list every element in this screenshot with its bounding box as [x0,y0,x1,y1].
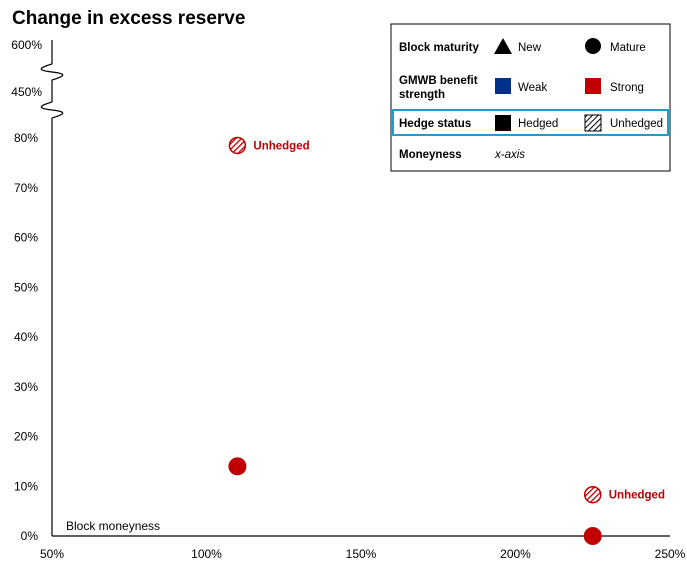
x-tick-label: 150% [346,547,377,561]
x-tick-label: 100% [191,547,222,561]
y-tick-label: 50% [14,280,38,294]
x-tick-labels: 50% 100% 150% 200% 250% [40,547,686,561]
legend-box [390,23,671,172]
legend-moneyness-header: Moneyness [399,149,462,161]
legend-strong-label: Strong [610,82,644,94]
legend: Block maturity New Mature GMWB benefit s… [390,23,671,172]
y-break-tick-label: 450% [11,85,42,99]
x-tick-label: 200% [500,547,531,561]
legend-unhedged-label: Unhedged [610,118,663,130]
y-tick-label: 70% [14,181,38,195]
data-points [228,136,602,545]
hatched-square-icon [584,114,602,132]
legend-maturity-header: Block maturity [399,42,479,54]
black-square-icon [495,115,511,131]
data-point-unhedged [228,136,247,155]
y-tick-label: 30% [14,380,38,394]
legend-new-label: New [518,42,542,54]
data-point-hedged [583,527,602,545]
y-tick-labels: 0% 10% 20% 30% 40% 50% 60% 70% 80% [14,131,38,543]
legend-hedge-header: Hedge status [399,118,471,130]
x-tick-label: 250% [655,547,686,561]
legend-weak-label: Weak [518,82,547,94]
x-axis-label: Block moneyness [66,519,160,533]
y-axis-break-upper [40,63,64,81]
legend-strength-header-line1: GMWB benefit [399,75,478,87]
red-square-icon [585,78,601,94]
point-annotation: Unhedged [253,140,309,152]
x-tick-label: 50% [40,547,64,561]
data-point-hedged [228,457,247,476]
y-axis-break-lower [40,101,64,119]
y-break-tick-labels: 450% 600% [11,38,42,99]
data-point-unhedged [584,485,602,504]
y-tick-label: 10% [14,479,38,493]
y-tick-label: 20% [14,430,38,444]
chart-title: Change in excess reserve [12,8,246,29]
legend-mature-label: Mature [610,42,646,54]
point-annotations: Unhedged Unhedged [253,140,665,501]
triangle-icon [494,38,512,54]
y-break-tick-label: 600% [11,38,42,52]
circle-icon [585,38,601,54]
legend-strength-header-line2: strength [399,89,445,101]
y-tick-label: 0% [21,529,39,543]
y-tick-label: 80% [14,131,38,145]
point-annotation: Unhedged [609,490,665,502]
blue-square-icon [495,78,511,94]
y-tick-label: 40% [14,330,38,344]
y-tick-label: 60% [14,231,38,245]
legend-highlight-box [392,109,669,136]
legend-hedged-label: Hedged [518,118,558,130]
y-axis [40,40,64,536]
legend-xaxis-label: x-axis [494,149,525,161]
